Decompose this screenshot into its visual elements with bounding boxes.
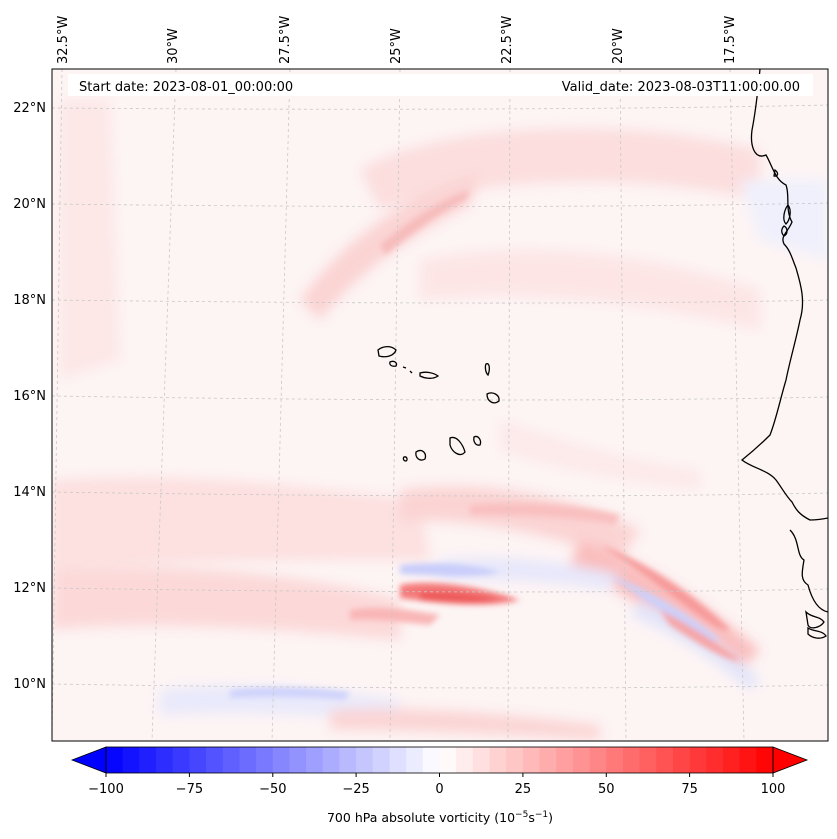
colorbar-tick-label: 25	[515, 782, 532, 797]
lat-label: 20°N	[13, 197, 46, 212]
colorbar-cell	[522, 747, 541, 773]
colorbar-cell	[506, 747, 524, 773]
colorbar-cell	[606, 747, 624, 773]
colorbar-cell	[589, 747, 607, 773]
colorbar-cell	[306, 747, 324, 773]
colorbar-cell	[272, 747, 291, 773]
colorbar-tick-label: −75	[176, 782, 203, 797]
colorbar-cell	[756, 747, 774, 773]
colorbar-cell	[456, 747, 474, 773]
colorbar-cell	[706, 747, 724, 773]
west-africa-coast	[740, 69, 828, 521]
header-strip	[68, 74, 813, 96]
colorbar-tick-label: 100	[761, 782, 786, 797]
colorbar-tick-label: −25	[342, 782, 369, 797]
colorbar-label: 700 hPa absolute vorticity (10−5s−1)	[327, 810, 553, 825]
lon-label: 27.5°W	[278, 16, 293, 64]
colorbar-cell	[656, 747, 674, 773]
colorbar-tick-label: 50	[598, 782, 615, 797]
lat-label: 14°N	[13, 485, 46, 500]
colorbar-cell	[472, 747, 491, 773]
colorbar-min-extend	[70, 746, 107, 774]
colorbar-cell	[689, 747, 707, 773]
start-date-text: Start date: 2023-08-01_00:00:00	[79, 80, 293, 95]
colorbar-cell	[356, 747, 374, 773]
lon-label: 17.5°W	[723, 16, 738, 64]
coastline	[740, 69, 828, 639]
colorbar-cells	[106, 747, 774, 773]
latitude-labels: 22°N 20°N 18°N 16°N 14°N 12°N 10°N	[13, 101, 46, 692]
colorbar-cell	[722, 747, 741, 773]
colorbar-cell	[172, 747, 190, 773]
colorbar-cell	[339, 747, 357, 773]
colorbar-cell	[139, 747, 157, 773]
colorbar-cell	[439, 747, 457, 773]
lon-label: 20°W	[611, 28, 626, 64]
colorbar-cell	[322, 747, 341, 773]
colorbar-cell	[189, 747, 207, 773]
lon-label: 25°W	[389, 28, 404, 64]
colorbar-cell	[256, 747, 274, 773]
colorbar-cell	[489, 747, 507, 773]
colorbar-cell	[289, 747, 307, 773]
map-panel	[52, 69, 828, 741]
colorbar-cell	[122, 747, 140, 773]
colorbar-tick-label: 75	[681, 782, 698, 797]
colorbar-cell	[639, 747, 657, 773]
colorbar-tick-label: −50	[259, 782, 286, 797]
colorbar-cell	[672, 747, 691, 773]
colorbar-cell	[539, 747, 557, 773]
colorbar-cell	[739, 747, 757, 773]
lat-label: 12°N	[13, 581, 46, 596]
colorbar-cell	[239, 747, 257, 773]
colorbar-cell	[622, 747, 641, 773]
lon-label: 32.5°W	[56, 16, 71, 64]
senegal-coast	[789, 529, 828, 613]
colorbar-max-extend	[772, 746, 809, 774]
lat-label: 22°N	[13, 101, 46, 116]
vorticity-field	[52, 100, 828, 740]
colorbar-cell	[372, 747, 391, 773]
colorbar-cell	[556, 747, 574, 773]
longitude-labels: 32.5°W 30°W 27.5°W 25°W 22.5°W 20°W 17.5…	[56, 16, 738, 64]
cape-verde-islands	[377, 345, 500, 462]
colorbar: −100 −75 −50 −25 0 25 50 75 100 700 hPa …	[70, 746, 809, 825]
colorbar-cell	[106, 747, 124, 773]
lon-label: 30°W	[166, 28, 181, 64]
colorbar-cell	[572, 747, 591, 773]
colorbar-cell	[222, 747, 241, 773]
lon-label: 22.5°W	[500, 16, 515, 64]
lat-label: 10°N	[13, 677, 46, 692]
colorbar-cell	[422, 747, 441, 773]
colorbar-ticks	[105, 773, 774, 777]
colorbar-cell	[206, 747, 224, 773]
lat-label: 18°N	[13, 293, 46, 308]
lat-label: 16°N	[13, 389, 46, 404]
colorbar-cell	[389, 747, 407, 773]
colorbar-cell	[156, 747, 174, 773]
valid-date-text: Valid_date: 2023-08-03T11:00:00.00	[562, 80, 800, 95]
colorbar-cell	[406, 747, 424, 773]
colorbar-tick-label: 0	[435, 782, 443, 797]
graticule	[52, 69, 828, 741]
colorbar-tick-label: −100	[88, 782, 124, 797]
map-frame	[51, 68, 829, 742]
